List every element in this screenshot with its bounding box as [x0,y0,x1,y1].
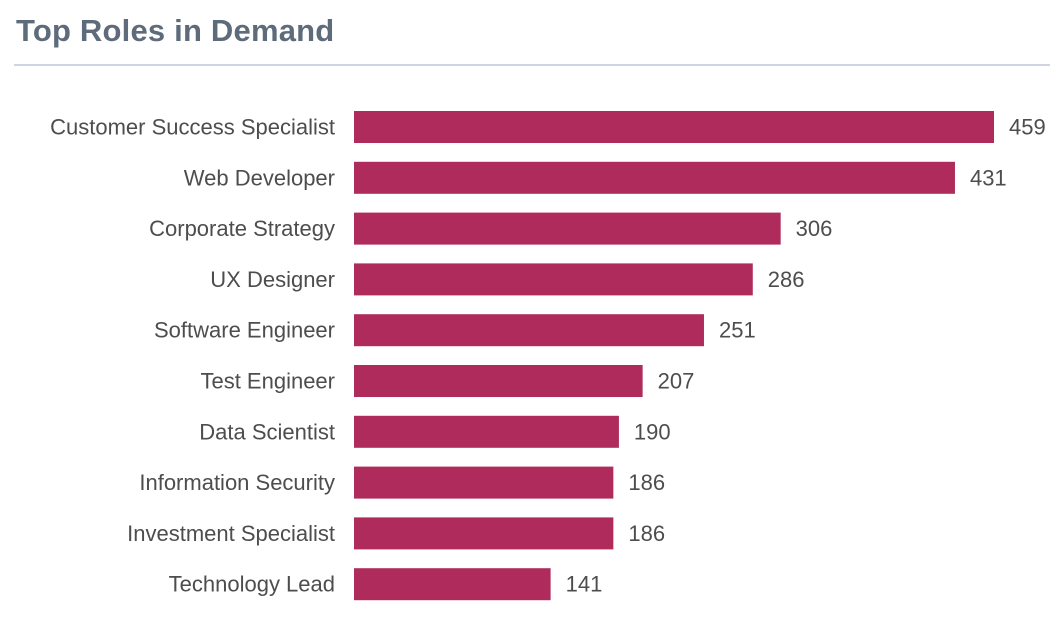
bar-customer-success-specialist [354,111,994,143]
bar-test-engineer [354,365,643,397]
bar-technology-lead [354,568,551,601]
value-label: 186 [628,470,665,495]
bar-investment-specialist [354,517,614,550]
value-label: 186 [628,521,665,546]
category-label: Customer Success Specialist [50,115,335,140]
category-label: Technology Lead [169,572,335,597]
bar-data-scientist [354,415,619,448]
category-label: Information Security [139,470,335,495]
value-label: 286 [768,267,805,292]
value-label: 207 [658,369,695,394]
category-label: UX Designer [210,267,335,292]
value-label: 141 [566,572,603,597]
bar-web-developer [354,161,955,194]
bar-corporate-strategy [354,212,781,245]
category-label: Test Engineer [200,369,335,394]
category-label: Web Developer [184,165,335,190]
value-label: 306 [796,216,833,241]
value-label: 251 [719,318,756,343]
category-label: Software Engineer [154,318,335,343]
value-label: 459 [1009,115,1046,140]
category-label: Corporate Strategy [149,216,335,241]
bar-software-engineer [354,314,704,347]
value-label: 431 [970,165,1007,190]
bar-information-security [354,466,614,499]
category-label: Investment Specialist [127,521,335,546]
chart-header: Top Roles in Demand [14,10,1050,66]
bar-ux-designer [354,263,753,296]
value-label: 190 [634,419,671,444]
category-label: Data Scientist [199,419,335,444]
chart-title: Top Roles in Demand [16,13,335,48]
